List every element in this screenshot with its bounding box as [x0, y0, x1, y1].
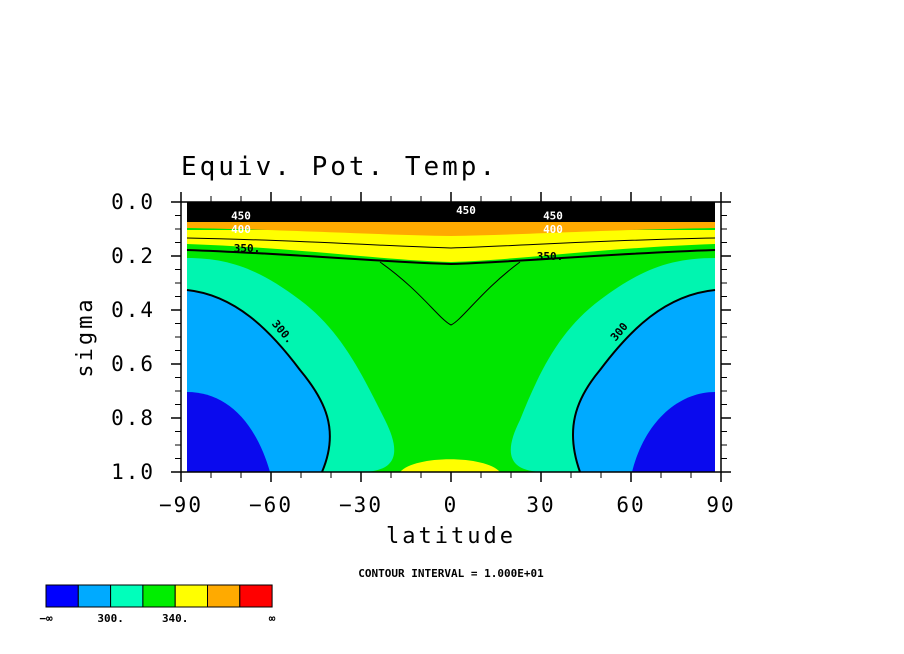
contour-label: 350.	[234, 242, 261, 255]
contour-line-300-right	[572, 289, 716, 473]
y-tick-label: 0.0	[111, 190, 155, 214]
contour-line-300-left	[186, 289, 331, 473]
x-tick-label: −60	[249, 493, 293, 517]
colorbar-swatch	[207, 584, 241, 608]
colorbar-swatch	[110, 584, 144, 608]
x-tick-label: 30	[526, 493, 555, 517]
colorbar-swatch	[142, 584, 176, 608]
x-tick-label: −90	[159, 493, 203, 517]
chart-title: Equiv. Pot. Temp.	[181, 152, 498, 182]
y-tick-label: 0.8	[111, 406, 155, 430]
x-tick-label: 0	[444, 493, 459, 517]
contour-label: 450	[231, 210, 251, 223]
colorbar-label: 300.	[97, 612, 124, 625]
x-tick-label: 90	[706, 493, 735, 517]
x-ticks: −90 −60 −30 0 30 60 90	[159, 192, 735, 517]
colorbar-label: −∞	[39, 612, 53, 625]
x-tick-label: 60	[616, 493, 645, 517]
field-band-darkblue-left	[187, 392, 270, 472]
x-axis-label: latitude	[386, 524, 516, 549]
y-tick-label: 0.6	[111, 352, 155, 376]
contour-line-upper	[186, 237, 716, 249]
contour-field	[186, 202, 716, 473]
field-band-top-yellow	[187, 230, 715, 262]
contour-label: 450	[543, 210, 563, 223]
contour-label: 350.	[537, 250, 564, 263]
contour-label: 450	[456, 204, 476, 217]
contour-line-central	[379, 261, 521, 326]
colorbar-swatch	[239, 584, 273, 608]
field-band-darkblue-right	[632, 392, 715, 472]
contour-label: 400	[543, 223, 563, 236]
contour-interval-text: CONTOUR INTERVAL = 1.000E+01	[358, 567, 544, 580]
y-axis-label: sigma	[73, 296, 98, 377]
colorbar-swatch	[77, 584, 112, 608]
field-band-black	[187, 202, 715, 222]
colorbar: −∞ 300. 340. ∞	[39, 584, 276, 625]
colorbar-label: ∞	[269, 612, 276, 625]
y-tick-label: 0.2	[111, 244, 155, 268]
colorbar-swatch	[174, 584, 208, 608]
y-ticks: 0.0 0.2 0.4 0.6 0.8 1.0	[111, 190, 731, 484]
colorbar-swatch	[45, 584, 79, 608]
y-tick-label: 0.4	[111, 298, 155, 322]
contour-line-350	[186, 249, 716, 266]
contour-label: 400	[231, 223, 251, 236]
colorbar-label: 340.	[162, 612, 189, 625]
x-tick-label: −30	[339, 493, 383, 517]
field-band-bottom-yellow	[400, 459, 500, 472]
y-tick-label: 1.0	[111, 460, 155, 484]
